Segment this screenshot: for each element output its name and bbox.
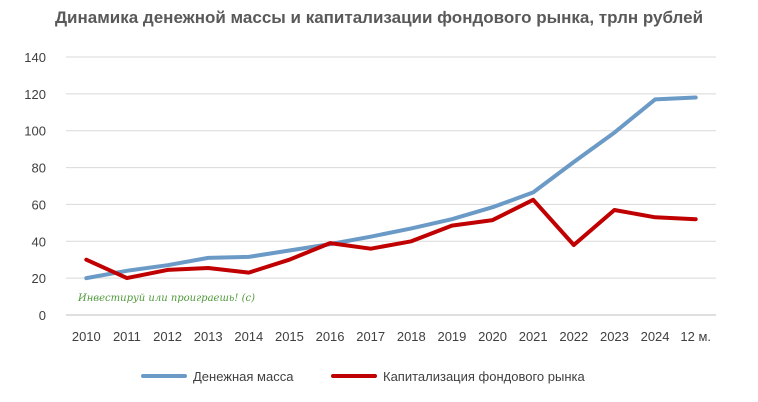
series-line-2 xyxy=(84,197,698,281)
x-tick-label: 2014 xyxy=(234,329,263,344)
y-tick-label: 0 xyxy=(39,308,46,323)
watermark-annotation: Инвестируй или проиграешь! (с) xyxy=(77,293,255,304)
x-tick-label: 2010 xyxy=(72,329,101,344)
x-tick-label: 2016 xyxy=(316,329,345,344)
x-axis-ticks: 2010 2011 2012 2013 2014 2015 2016 2017 2018 2019… xyxy=(72,329,711,344)
x-tick-label: 2020 xyxy=(478,329,507,344)
x-tick-label: 2012 xyxy=(153,329,182,344)
grid-lines xyxy=(66,56,716,316)
series-line-1 xyxy=(84,95,698,281)
y-tick-label: 40 xyxy=(32,234,46,249)
y-axis-ticks: 0 20 40 60 80 100 120 140 xyxy=(24,50,46,323)
x-tick-label: 2022 xyxy=(559,329,588,344)
x-tick-label: 2019 xyxy=(437,329,466,344)
x-tick-label: 2021 xyxy=(519,329,548,344)
legend: Денежная масса Капитализация фондового ры… xyxy=(141,369,585,384)
x-tick-label: 12 м. xyxy=(680,329,711,344)
chart-title: Динамика денежной массы и капитализации … xyxy=(54,8,704,27)
x-tick-label: 2023 xyxy=(600,329,629,344)
x-tick-label: 2024 xyxy=(641,329,670,344)
y-tick-label: 20 xyxy=(32,271,46,286)
y-tick-label: 140 xyxy=(24,50,46,65)
x-tick-label: 2013 xyxy=(194,329,223,344)
x-tick-label: 2015 xyxy=(275,329,304,344)
y-tick-label: 60 xyxy=(32,197,46,212)
legend-label: Денежная масса xyxy=(193,369,294,384)
x-tick-label: 2011 xyxy=(113,329,141,344)
x-tick-label: 2018 xyxy=(397,329,426,344)
y-tick-label: 80 xyxy=(32,161,46,176)
y-tick-label: 100 xyxy=(24,124,46,139)
x-tick-label: 2017 xyxy=(356,329,385,344)
legend-label: Капитализация фондового рынка xyxy=(383,369,585,384)
y-tick-label: 120 xyxy=(24,87,46,102)
series-lines xyxy=(84,95,698,281)
